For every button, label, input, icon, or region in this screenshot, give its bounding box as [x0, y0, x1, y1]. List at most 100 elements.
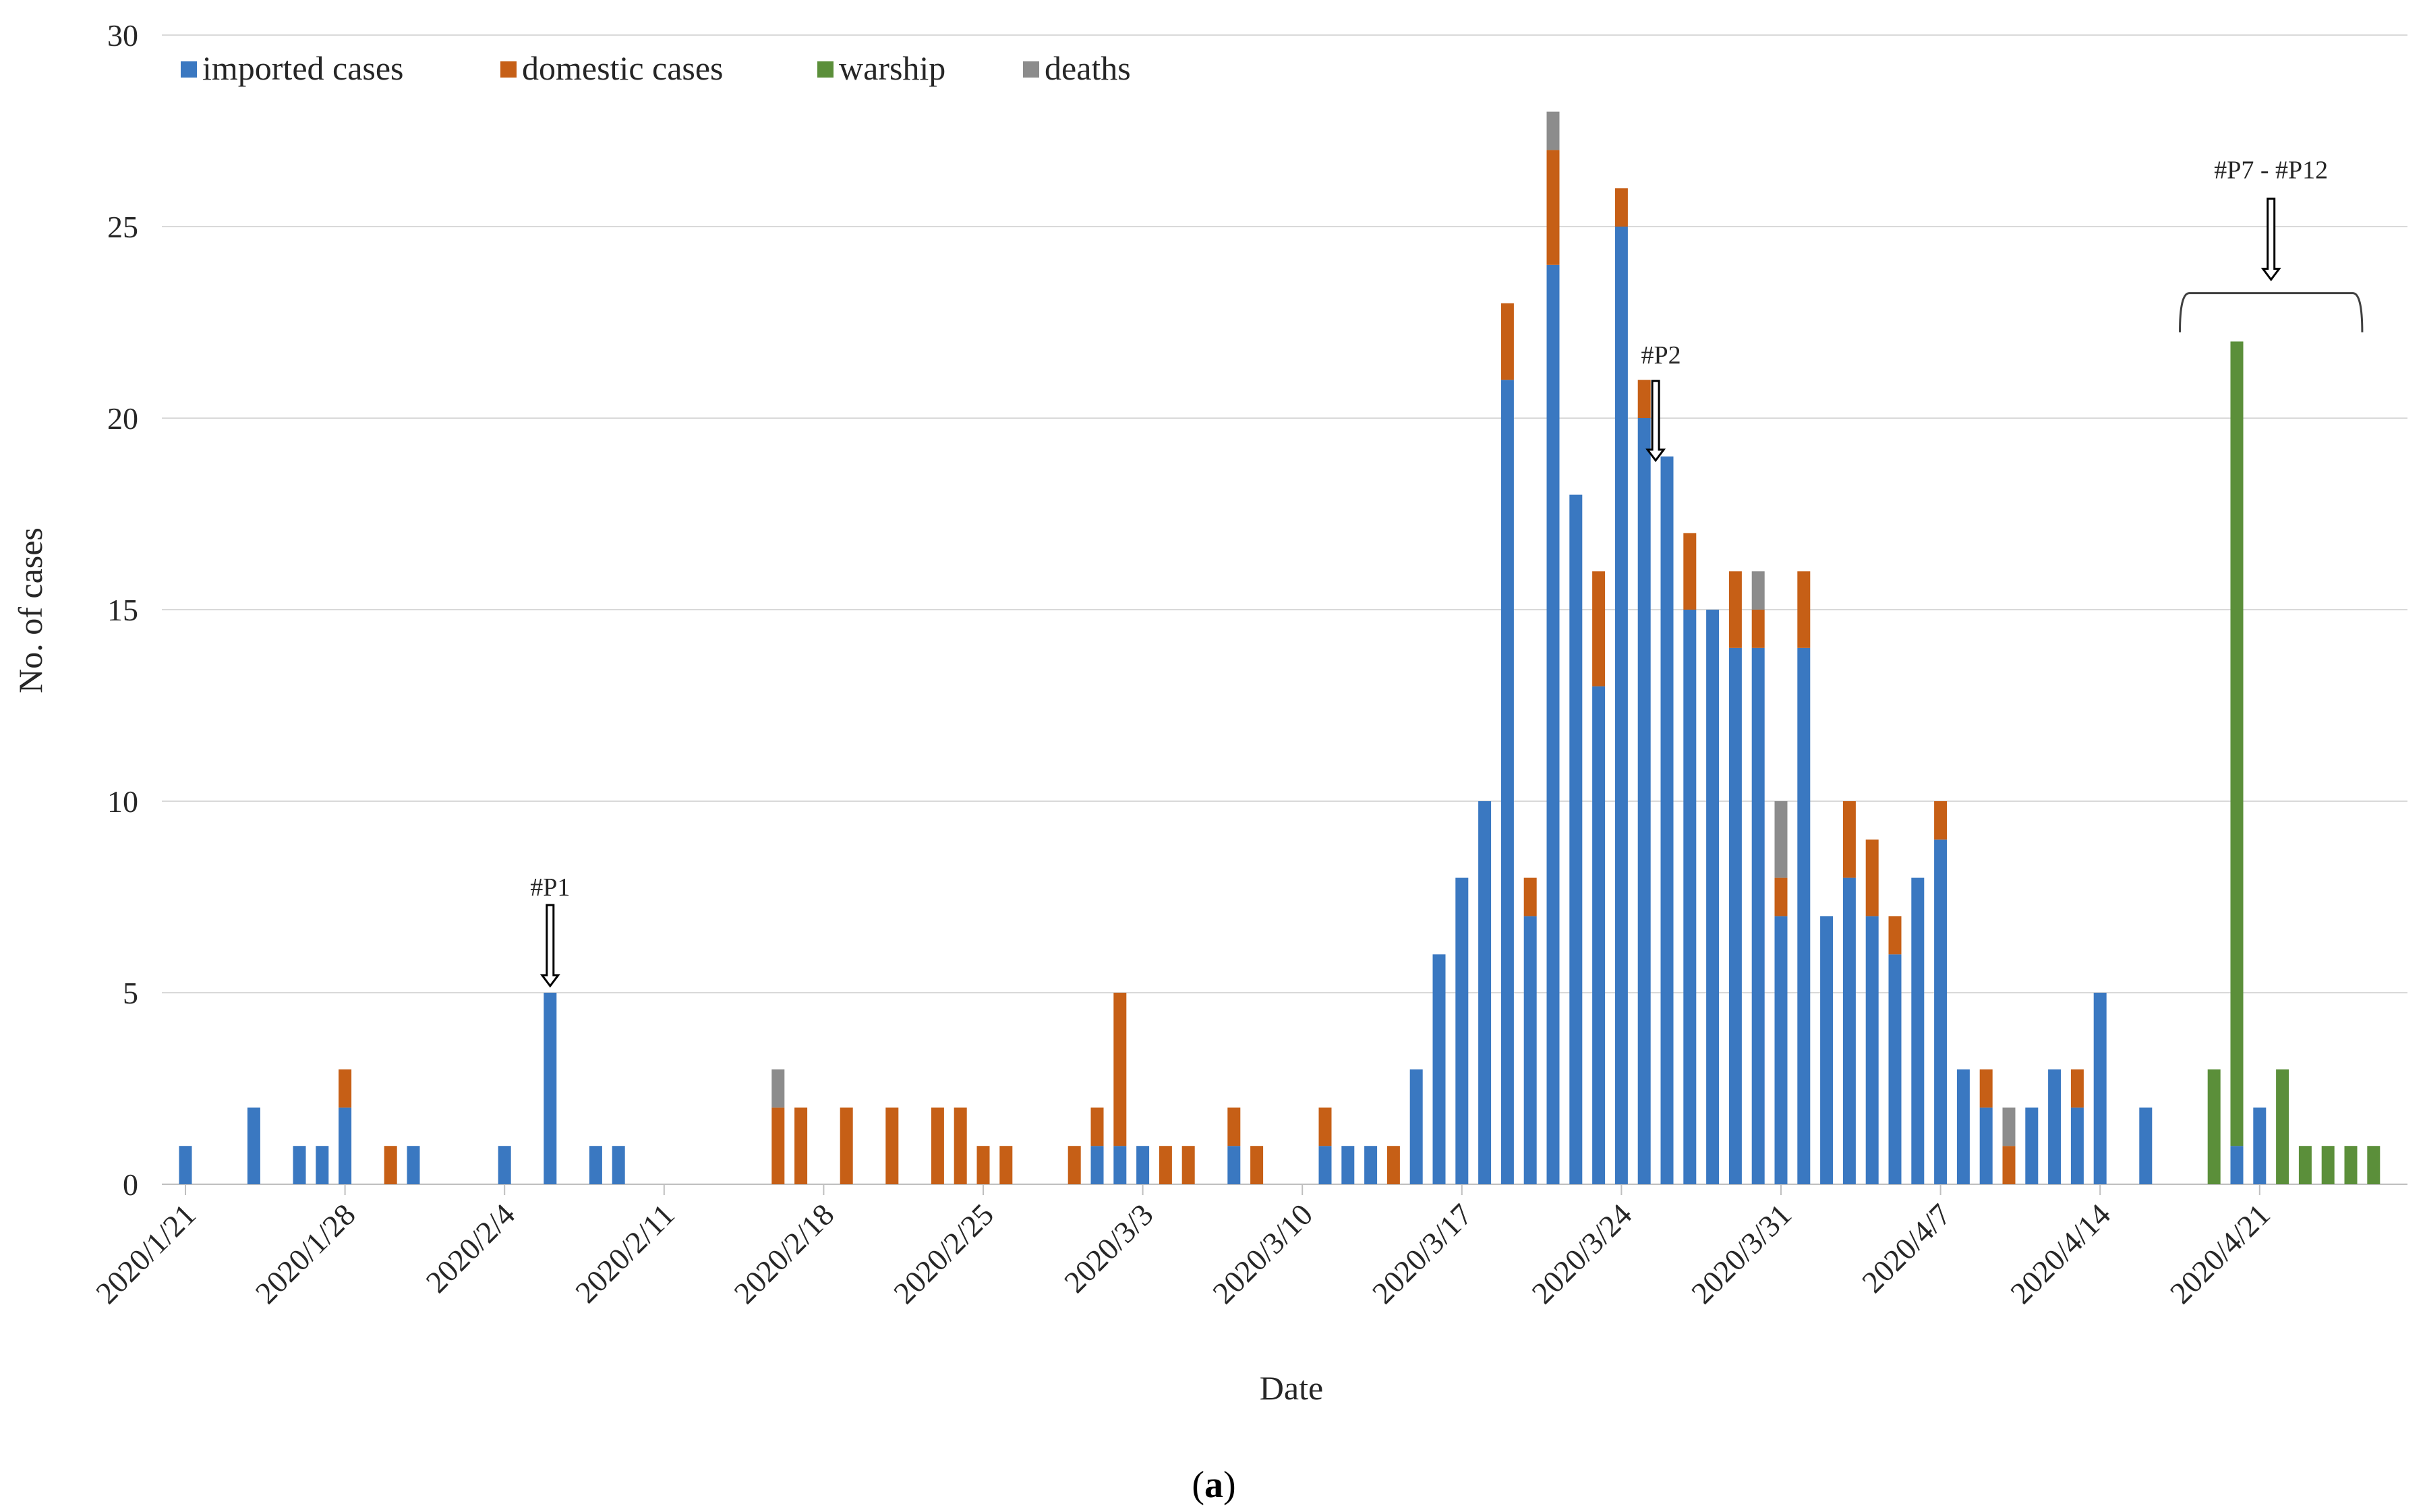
y-tick-label: 30 [107, 18, 138, 53]
y-tick-label: 25 [107, 210, 138, 244]
bar-domestic [1865, 839, 1879, 917]
bar-deaths [1546, 111, 1560, 150]
bar-imported [1728, 647, 1742, 1184]
legend: imported cases domestic cases warship death… [181, 49, 1131, 87]
bar-imported [1706, 610, 1720, 1184]
bar-domestic [1546, 150, 1560, 265]
bar-warship [2367, 1146, 2380, 1184]
bar-domestic [885, 1107, 899, 1184]
x-tick-label: 2020/3/31 [1685, 1197, 1798, 1310]
bar-imported [2230, 1146, 2244, 1184]
x-tick-label: 2020/2/25 [887, 1197, 1000, 1310]
bar-imported [544, 993, 557, 1184]
bar-domestic [840, 1107, 853, 1184]
bar-domestic [1934, 801, 1948, 840]
bar-imported [316, 1146, 329, 1184]
legend-swatch [817, 61, 834, 78]
legend-swatch [1023, 61, 1039, 78]
bar-imported [1751, 647, 1765, 1184]
bar-domestic [1979, 1069, 1993, 1108]
gridlines [162, 34, 2407, 993]
bar-imported [1934, 839, 1948, 1184]
bar-imported [1409, 1069, 1423, 1184]
bar-imported [1318, 1146, 1332, 1184]
bar-imported [1227, 1146, 1241, 1184]
bar-imported [1888, 954, 1902, 1184]
bar-imported [2025, 1107, 2039, 1184]
bar-imported [2139, 1107, 2153, 1184]
bar-imported [1592, 686, 1606, 1184]
bar-imported [2253, 1107, 2267, 1184]
bar-imported [1683, 610, 1697, 1184]
bar-deaths [2002, 1107, 2016, 1146]
bar-domestic [1181, 1146, 1195, 1184]
legend-label: imported cases [202, 49, 404, 87]
bar-imported [1136, 1146, 1150, 1184]
bar-domestic [1774, 877, 1788, 917]
bar-domestic [339, 1069, 352, 1108]
bar-imported [1660, 456, 1674, 1184]
bar-warship [2344, 1146, 2358, 1184]
bar-imported [247, 1107, 260, 1184]
bar-imported [293, 1146, 306, 1184]
bar-imported [2070, 1107, 2084, 1184]
bar-imported [1113, 1146, 1127, 1184]
bar-domestic [1592, 571, 1606, 687]
bar-domestic [931, 1107, 944, 1184]
bar-imported [498, 1146, 511, 1184]
bar-imported [1911, 877, 1925, 1184]
bar-domestic [2070, 1069, 2084, 1108]
bar-domestic [2002, 1146, 2016, 1184]
y-tick-label: 0 [123, 1167, 138, 1202]
figure-caption: (a) [1192, 1464, 1235, 1506]
bars [179, 111, 2380, 1185]
y-tick-label: 15 [107, 593, 138, 627]
bar-domestic [1500, 303, 1514, 380]
bar-domestic [1614, 188, 1628, 227]
bar-domestic [1683, 533, 1697, 610]
bracket-p7-p12 [2179, 292, 2364, 332]
bar-imported [2093, 993, 2107, 1184]
x-tick-label: 2020/2/11 [568, 1197, 681, 1310]
bar-domestic [1751, 610, 1765, 648]
bar-imported [179, 1146, 192, 1184]
bar-imported [2048, 1069, 2062, 1184]
bar-deaths [1751, 571, 1765, 610]
bar-imported [1614, 227, 1628, 1184]
bar-imported [1432, 954, 1446, 1184]
legend-item-imported: imported cases [181, 49, 404, 87]
y-tick-label: 20 [107, 401, 138, 436]
x-tick-label: 2020/2/18 [727, 1197, 840, 1310]
annotation-p2: #P2 [1641, 341, 1681, 370]
bar-domestic [1113, 993, 1127, 1146]
bar-domestic [771, 1107, 785, 1184]
legend-label: deaths [1045, 49, 1131, 87]
x-tick-label: 2020/1/21 [89, 1197, 202, 1310]
annotations: #P1 #P2 #P7 - #P12 [530, 156, 2364, 988]
bar-deaths [1774, 801, 1788, 878]
bar-imported [1478, 801, 1492, 1184]
bar-deaths [771, 1069, 785, 1108]
bar-warship [2298, 1146, 2312, 1184]
bar-warship [2230, 341, 2244, 1146]
bar-domestic [1888, 916, 1902, 955]
bar-imported [1956, 1069, 1970, 1184]
bar-imported [1865, 916, 1879, 1184]
bar-imported [1500, 380, 1514, 1185]
y-tick-label: 10 [107, 784, 138, 819]
bar-imported [612, 1146, 625, 1184]
bar-domestic [1842, 801, 1856, 878]
x-tick-label: 2020/3/10 [1206, 1197, 1319, 1310]
bar-imported [1842, 877, 1856, 1184]
y-tick-label: 5 [123, 976, 138, 1010]
bar-imported [1546, 264, 1560, 1184]
bar-domestic [1637, 380, 1651, 418]
bar-domestic [999, 1146, 1013, 1184]
bar-imported [407, 1146, 420, 1184]
bar-imported [1979, 1107, 1993, 1184]
x-tick-label: 2020/2/4 [419, 1197, 522, 1300]
bar-domestic [794, 1107, 808, 1184]
bar-domestic [976, 1146, 990, 1184]
arrow-p1 [539, 904, 560, 988]
legend-label: warship [839, 49, 945, 87]
